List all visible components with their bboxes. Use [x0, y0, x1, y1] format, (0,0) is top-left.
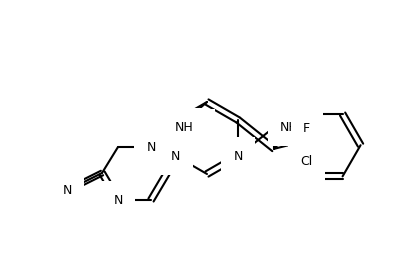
- Text: N: N: [146, 140, 155, 153]
- Text: NH: NH: [279, 121, 298, 134]
- Text: Cl: Cl: [300, 155, 312, 168]
- Text: N: N: [233, 149, 242, 163]
- Text: N: N: [62, 185, 71, 197]
- Text: F: F: [302, 122, 309, 135]
- Text: N: N: [171, 149, 180, 163]
- Text: NH: NH: [174, 120, 193, 134]
- Text: NH: NH: [184, 122, 202, 135]
- Text: N: N: [113, 193, 122, 206]
